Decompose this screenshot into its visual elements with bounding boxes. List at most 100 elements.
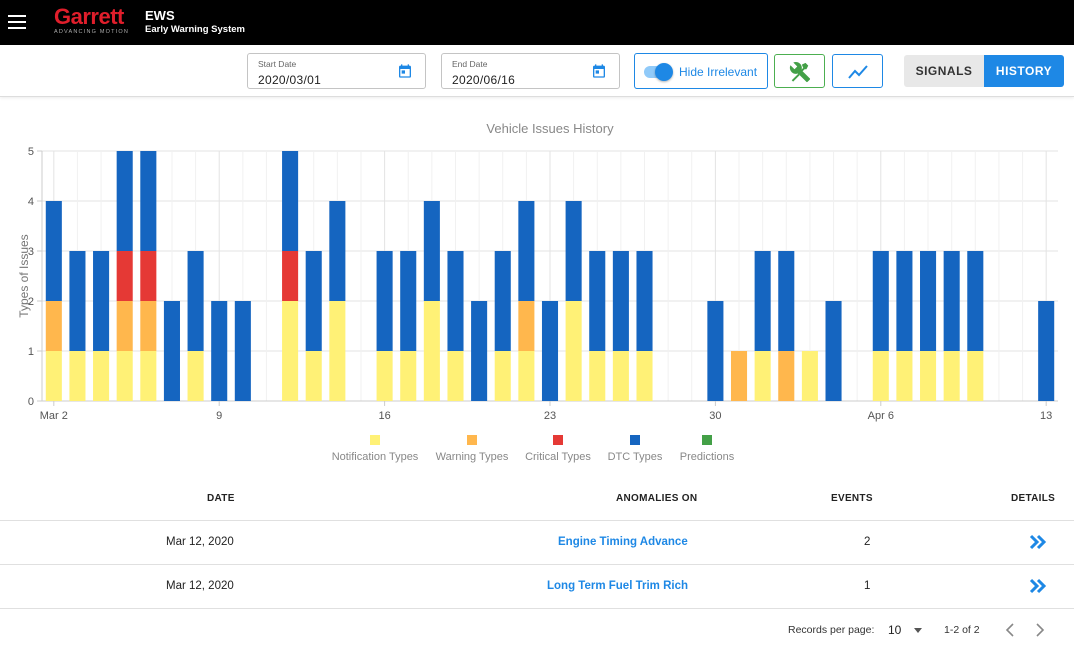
calendar-icon[interactable] [397,63,413,79]
bar-segment [447,251,464,351]
bar-segment [920,251,937,351]
filter-toolbar: Start Date 2020/03/01 End Date 2020/06/1… [0,45,1074,97]
bar-segment [967,351,984,401]
bar-segment [896,251,913,351]
bar-segment [187,351,204,401]
bar-segment [730,351,748,401]
bar-segment [589,351,606,401]
app-header: Garrett ADVANCING MOTION EWS Early Warni… [0,0,1074,45]
bar-segment [778,251,795,351]
calendar-icon[interactable] [591,63,607,79]
bar-segment [116,251,133,301]
bar-segment [872,251,889,351]
bar-segment [589,251,606,351]
bar-segment [612,351,629,401]
bar-segment [140,301,157,351]
bar-segment [896,351,913,401]
bar-segment [967,251,984,351]
bar-segment [707,301,724,401]
trend-line-icon [848,65,868,79]
logo-tagline: ADVANCING MOTION [54,29,130,35]
bar-segment [565,201,582,301]
table-row: Mar 12, 2020 Engine Timing Advance 2 [0,521,1074,565]
header-events[interactable]: EVENTS [831,493,873,504]
bar-segment [45,351,62,401]
tab-history[interactable]: HISTORY [984,55,1064,87]
legend-swatch [467,435,477,445]
bar-segment [423,301,440,401]
bar-segment [305,251,322,351]
row-anomaly-link[interactable]: Engine Timing Advance [558,536,688,548]
menu-icon[interactable] [8,11,28,33]
bar-segment [518,351,535,401]
bar-segment [329,201,346,301]
legend-label: Predictions [680,451,735,463]
logo-text: Garrett [54,4,124,29]
bar-segment [518,301,535,351]
start-date-label: Start Date [258,59,297,69]
app-title: EWS Early Warning System [145,9,245,36]
bar-segment [376,351,393,401]
bar-segment [282,301,299,401]
bar-segment [116,351,133,401]
legend-label: DTC Types [608,451,663,463]
table-header-row: DATE ANOMALIES ON EVENTS DETAILS [0,478,1074,521]
y-tick-label: 2 [28,296,34,308]
y-axis-label: Types of Issues [17,234,31,317]
legend-swatch [702,435,712,445]
tab-signals[interactable]: SIGNALS [904,55,984,87]
trend-button[interactable] [832,54,883,88]
y-tick-label: 0 [28,396,34,408]
x-tick-label: Apr 6 [868,410,894,422]
start-date-field[interactable]: Start Date 2020/03/01 [247,53,426,89]
double-chevron-right-icon[interactable] [1029,578,1047,594]
bar-segment [518,201,535,301]
chart-title: Vehicle Issues History [486,121,614,136]
row-events: 1 [864,580,871,592]
legend-swatch [630,435,640,445]
bar-segment [447,351,464,401]
bar-segment [754,351,771,401]
bar-segment [943,351,960,401]
double-chevron-right-icon[interactable] [1029,534,1047,550]
tools-button[interactable] [774,54,825,88]
x-tick-label: 9 [216,410,222,422]
bar-segment [282,151,299,251]
start-date-value[interactable]: 2020/03/01 [258,73,322,87]
end-date-value[interactable]: 2020/06/16 [452,73,516,87]
bar-segment [494,351,511,401]
bar-segment [778,351,795,401]
bar-segment [140,351,157,401]
chevron-right-icon[interactable] [1033,622,1047,638]
toggle-thumb[interactable] [655,63,673,81]
chevron-left-icon[interactable] [1003,622,1017,638]
y-tick-label: 3 [28,246,34,258]
hide-irrelevant-label: Hide Irrelevant [679,65,758,79]
header-anomalies[interactable]: ANOMALIES ON [616,493,698,504]
records-per-page-select[interactable]: 10 [888,623,902,637]
row-anomaly-link[interactable]: Long Term Fuel Trim Rich [547,580,688,592]
bar-segment [494,251,511,351]
x-tick-label: 30 [709,410,721,422]
bar-segment [825,301,842,401]
x-tick-label: 23 [544,410,556,422]
legend-swatch [553,435,563,445]
y-tick-label: 5 [28,146,34,158]
anomalies-table: DATE ANOMALIES ON EVENTS DETAILS Mar 12,… [0,478,1074,609]
page-range: 1-2 of 2 [944,624,980,636]
header-date[interactable]: DATE [207,493,235,504]
bar-segment [400,251,417,351]
bar-segment [1038,301,1055,401]
bar-segment [45,301,62,351]
bar-segment [305,351,322,401]
end-date-field[interactable]: End Date 2020/06/16 [441,53,620,89]
bar-segment [116,301,133,351]
vehicle-issues-chart: Vehicle Issues History 0 1 2 3 4 5 Mar 2 9 16 23 30… [0,98,1074,478]
legend-label: Critical Types [525,451,591,463]
dropdown-caret-icon[interactable] [914,628,922,633]
hide-irrelevant-toggle[interactable]: Hide Irrelevant [634,53,768,89]
bar-segment [943,251,960,351]
bar-segment [282,251,299,301]
bar-segment [93,351,110,401]
